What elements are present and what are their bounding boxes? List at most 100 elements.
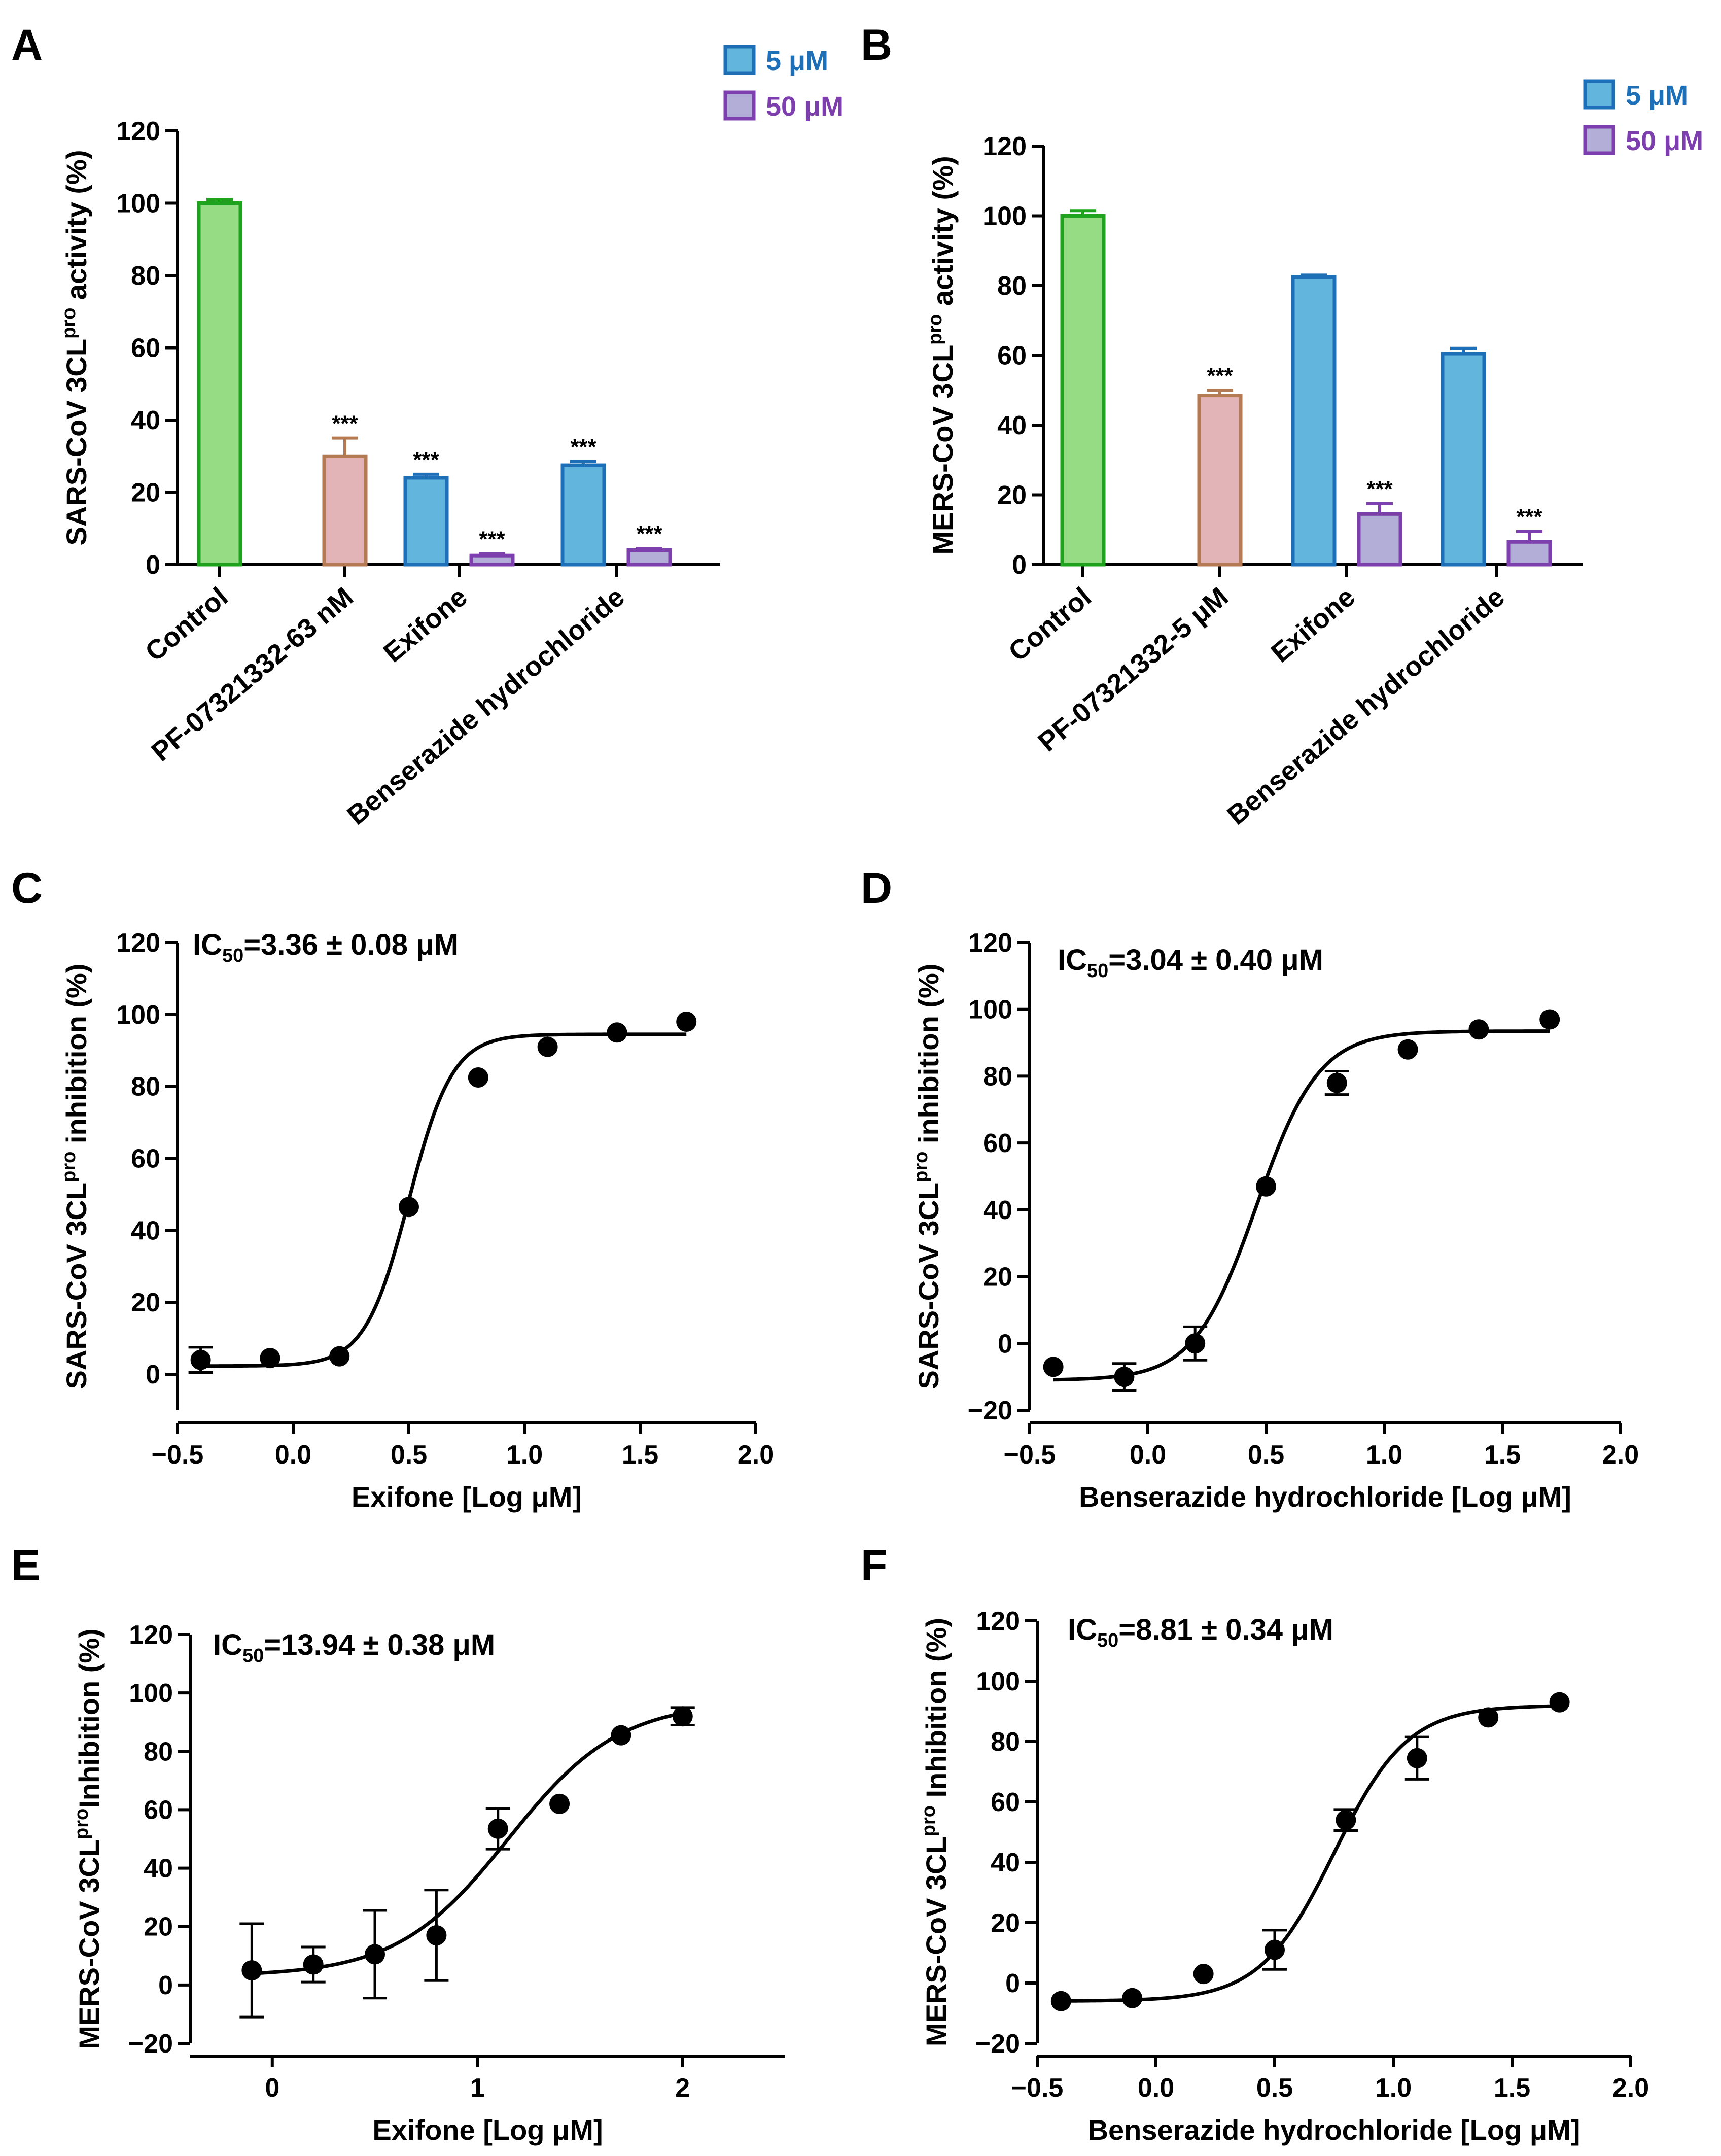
- data-point: [468, 1067, 488, 1088]
- data-point: [190, 1349, 211, 1370]
- y-tick-label: 60: [144, 1795, 173, 1825]
- data-point: [1050, 1991, 1071, 2011]
- y-tick-label: 20: [983, 1263, 1012, 1292]
- data-point: [1043, 1357, 1064, 1377]
- y-axis-label: MERS-CoV 3CLpro Inhibition (%): [918, 1618, 952, 2046]
- y-tick-label: 120: [982, 132, 1027, 161]
- data-point: [1326, 1072, 1347, 1093]
- significance-marker: ***: [479, 527, 505, 552]
- y-tick-label: 80: [991, 1727, 1020, 1757]
- y-tick-label: 40: [983, 1196, 1012, 1225]
- y-tick-label: 0: [1012, 550, 1027, 580]
- y-tick-label: −20: [975, 2029, 1020, 2059]
- data-point: [1122, 1988, 1143, 2008]
- panel-letter: D: [861, 864, 892, 913]
- y-tick-label: 120: [116, 928, 160, 958]
- x-tick-label: 1.0: [506, 1440, 543, 1470]
- data-point: [1256, 1176, 1276, 1197]
- data-point: [537, 1036, 558, 1057]
- panel-letter: F: [861, 1541, 888, 1590]
- x-tick-label: 1.5: [1494, 2073, 1530, 2103]
- x-tick-label: 1: [470, 2073, 485, 2103]
- x-tick-label: 0.0: [275, 1440, 311, 1470]
- data-point: [1336, 1810, 1356, 1830]
- y-tick-label: 40: [131, 406, 160, 435]
- panel-letter: A: [11, 21, 43, 69]
- y-tick-label: 0: [158, 1971, 173, 2000]
- y-axis-label: SARS-CoV 3CLpro activity (%): [58, 150, 92, 545]
- legend-swatch: [723, 90, 756, 121]
- x-tick-label: −0.5: [152, 1440, 204, 1470]
- data-point: [1265, 1939, 1285, 1960]
- bar: [197, 201, 242, 567]
- bar: [1291, 275, 1337, 567]
- y-tick-label: 100: [116, 189, 160, 219]
- data-point: [329, 1346, 350, 1367]
- y-tick-label: 80: [131, 1072, 160, 1102]
- ic50-annotation: IC50=3.36 ± 0.08 μM: [193, 928, 459, 966]
- y-tick-label: 60: [131, 1144, 160, 1174]
- y-tick-label: 80: [997, 271, 1027, 301]
- legend-label: 5 μM: [766, 46, 828, 76]
- bar: [1060, 214, 1106, 567]
- y-tick-label: 80: [131, 261, 160, 291]
- y-tick-label: 0: [146, 1360, 160, 1389]
- y-tick-label: 120: [116, 117, 160, 146]
- data-point: [303, 1954, 324, 1975]
- significance-marker: ***: [413, 447, 439, 472]
- x-axis-label: Exifone [Log μM]: [352, 1481, 582, 1513]
- x-tick-label: −0.5: [1004, 1440, 1056, 1470]
- data-point: [365, 1944, 385, 1965]
- y-tick-label: 60: [131, 334, 160, 363]
- y-tick-label: 0: [1005, 1969, 1020, 1998]
- y-axis-label: MERS-CoV 3CLproInhibition (%): [71, 1628, 105, 2049]
- bar: [626, 548, 672, 567]
- x-tick-label: 1.5: [1484, 1440, 1521, 1470]
- legend-swatch: [723, 45, 756, 75]
- y-tick-label: 20: [997, 481, 1027, 510]
- significance-marker: ***: [332, 411, 358, 436]
- y-tick-label: 40: [991, 1848, 1020, 1877]
- data-point: [1114, 1367, 1135, 1387]
- panel-f: F −20 0 20 40 60 80 100 120 MERS-CoV 3CLpro Inhib…: [861, 1541, 1649, 2146]
- y-tick-label: 20: [991, 1908, 1020, 1938]
- x-tick-label: 2: [675, 2073, 690, 2103]
- y-tick-label: 40: [144, 1854, 173, 1884]
- significance-marker: ***: [1366, 477, 1393, 502]
- x-axis-label: Benserazide hydrochloride [Log μM]: [1079, 1481, 1571, 1513]
- bar: [322, 454, 368, 567]
- data-point: [241, 1960, 262, 1981]
- x-tick-label: 0.5: [391, 1440, 427, 1470]
- bar: [1506, 540, 1552, 567]
- bar: [469, 553, 515, 567]
- x-tick-label: 2.0: [737, 1440, 774, 1470]
- y-tick-label: 60: [997, 341, 1027, 371]
- panel-letter: C: [11, 864, 43, 913]
- x-tick-label: 1.0: [1366, 1440, 1402, 1470]
- y-tick-label: 80: [144, 1737, 173, 1766]
- data-point: [426, 1925, 447, 1945]
- x-tick-label: 0: [265, 2073, 279, 2103]
- fit-curve: [1053, 1029, 1550, 1382]
- y-axis-label: MERS-CoV 3CLpro activity (%): [925, 156, 959, 554]
- data-point: [672, 1706, 693, 1727]
- bar: [1441, 352, 1486, 567]
- y-tick-label: 0: [146, 550, 160, 580]
- y-tick-label: 100: [976, 1667, 1020, 1696]
- legend-label: 50 μM: [766, 91, 844, 122]
- y-axis-label: SARS-CoV 3CLpro inhibition (%): [58, 964, 92, 1389]
- y-tick-label: 20: [131, 1288, 160, 1317]
- y-tick-label: 20: [131, 478, 160, 508]
- significance-marker: ***: [570, 435, 596, 460]
- panel-letter: E: [11, 1541, 40, 1590]
- significance-marker: ***: [1516, 505, 1542, 530]
- data-point: [1539, 1009, 1560, 1030]
- panel-d: D −20 0 20 40 60 80 100 120 SARS-CoV 3CLpro inhib…: [861, 864, 1639, 1513]
- data-point: [1407, 1748, 1427, 1768]
- data-point: [1193, 1964, 1214, 1985]
- y-tick-label: 100: [116, 1000, 160, 1030]
- data-point: [1478, 1707, 1499, 1728]
- y-axis-label: SARS-CoV 3CLpro inhibition (%): [910, 964, 944, 1389]
- x-tick-label: −0.5: [1011, 2073, 1064, 2103]
